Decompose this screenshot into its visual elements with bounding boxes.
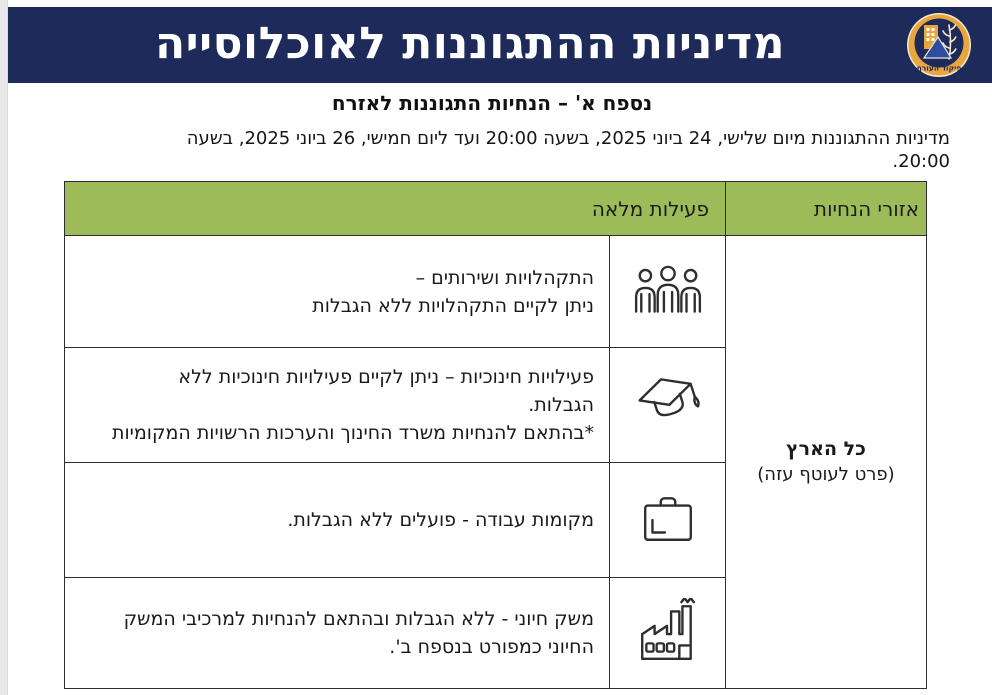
factory-icon <box>640 596 695 661</box>
policy-table: אזורי הנחיות פעילות מלאה כל הארץ (פרט לע… <box>64 181 927 689</box>
icon-cell <box>609 577 726 689</box>
activity-text-cell: משק חיוני - ללא הגבלות ובהתאם להנחיות למ… <box>64 577 610 689</box>
home-front-command-logo-icon: פיקוד העורף <box>907 13 971 77</box>
zone-note: (פרט לעוטף עזה) <box>757 464 895 485</box>
page-title: מדיניות ההתגוננות לאוכלוסייה <box>154 18 786 69</box>
briefcase-icon <box>643 497 692 541</box>
table-header-row: אזורי הנחיות פעילות מלאה <box>64 181 927 236</box>
zone-name: כל הארץ <box>786 438 866 460</box>
activity-line: משק חיוני - ללא הגבלות ובהתאם להנחיות למ… <box>123 608 594 630</box>
activity-line: החיוני כמפורט בנספח ב'. <box>389 636 594 658</box>
column-header-zones: אזורי הנחיות <box>725 181 927 236</box>
icon-cell <box>609 347 726 463</box>
graduation-cap-icon <box>637 378 700 417</box>
table-row: מקומות עבודה - פועלים ללא הגבלות. <box>64 462 927 578</box>
people-gathering-icon <box>634 265 701 313</box>
activity-line: פעילויות חינוכיות – ניתן לקיים פעילויות … <box>178 366 594 388</box>
icon-cell <box>609 462 726 578</box>
home-front-command-logo: פיקוד העורף <box>906 12 972 78</box>
activity-line: התקהלויות ושירותים – <box>415 266 594 289</box>
policy-table-container: אזורי הנחיות פעילות מלאה כל הארץ (פרט לע… <box>64 181 927 689</box>
intro-line-2: 20:00. <box>892 151 950 172</box>
intro-paragraph: מדיניות ההתגוננות מיום שלישי, 24 ביוני 2… <box>42 127 950 173</box>
icon-cell <box>609 235 726 348</box>
zone-cell: כל הארץ (פרט לעוטף עזה) <box>725 235 927 689</box>
header-bar: מדיניות ההתגוננות לאוכלוסייה <box>8 7 992 83</box>
activity-line: מקומות עבודה - פועלים ללא הגבלות. <box>287 509 594 531</box>
activity-line: ניתן לקיים התקהלויות ללא הגבלות <box>312 294 594 317</box>
column-header-full-activity: פעילות מלאה <box>64 181 726 236</box>
table-row: כל הארץ (פרט לעוטף עזה) <box>64 235 927 689</box>
activity-text-cell: התקהלויות ושירותים – ניתן לקיים התקהלויו… <box>64 235 610 348</box>
intro-line-1: מדיניות ההתגוננות מיום שלישי, 24 ביוני 2… <box>186 128 950 149</box>
annex-title: נספח א' – הנחיות התגוננות לאזרח <box>331 91 653 115</box>
logo-caption: פיקוד העורף <box>917 64 962 73</box>
activity-line: *בהתאם להנחיות משרד החינוך והערכות הרשוי… <box>111 422 594 444</box>
window-edge-strip <box>0 0 8 695</box>
activity-text-cell: מקומות עבודה - פועלים ללא הגבלות. <box>64 462 610 578</box>
activity-text-cell: פעילויות חינוכיות – ניתן לקיים פעילויות … <box>64 347 610 463</box>
activity-line: הגבלות. <box>528 394 594 416</box>
table-row: משק חיוני - ללא הגבלות ובהתאם להנחיות למ… <box>64 577 927 689</box>
table-row: פעילויות חינוכיות – ניתן לקיים פעילויות … <box>64 347 927 463</box>
